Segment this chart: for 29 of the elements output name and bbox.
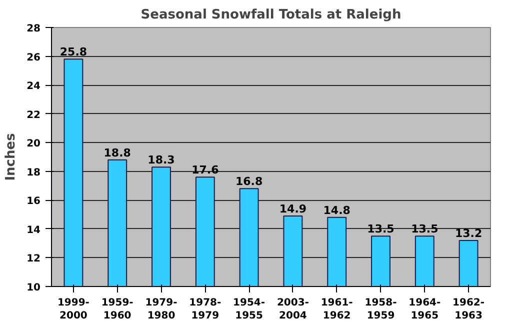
y-tick-label: 12 (26, 254, 41, 265)
y-tick-label: 28 (26, 24, 41, 34)
x-tick-label: 1962-1963 (452, 298, 485, 322)
x-tick-label: 1961-1962 (320, 298, 353, 322)
y-tick-label: 14 (26, 224, 41, 236)
y-tick-label: 10 (26, 282, 41, 294)
data-label: 18.8 (104, 146, 131, 160)
data-label: 14.9 (279, 202, 307, 216)
data-label: 18.3 (148, 153, 175, 166)
x-tick-label: 1954-1955 (233, 298, 266, 322)
x-tick-label: 1958-1959 (364, 298, 397, 322)
y-tick-label: 22 (26, 110, 41, 121)
data-label: 13.2 (454, 226, 482, 240)
data-label: 16.8 (235, 175, 263, 188)
y-tick-label: 24 (26, 81, 41, 92)
data-label: 25.8 (60, 46, 88, 59)
x-tick-label: 1978-1979 (189, 298, 222, 322)
x-tick-label: 1999-2000 (57, 298, 90, 322)
chart-title: Seasonal Snowfall Totals at Raleigh (140, 8, 402, 22)
y-tick-label: 18 (26, 167, 41, 178)
y-tick-label: 20 (26, 138, 41, 150)
data-label: 14.8 (323, 204, 350, 217)
y-tick-label: 16 (26, 196, 41, 208)
y-axis-title: Inches (4, 132, 19, 181)
x-tick-label: 1979-1980 (145, 298, 178, 322)
x-tick-label: 2003-2004 (276, 298, 309, 322)
x-tick-label: 1959-1960 (101, 298, 134, 322)
x-tick-label: 1964-1965 (408, 298, 441, 322)
y-tick-label: 26 (26, 52, 41, 64)
